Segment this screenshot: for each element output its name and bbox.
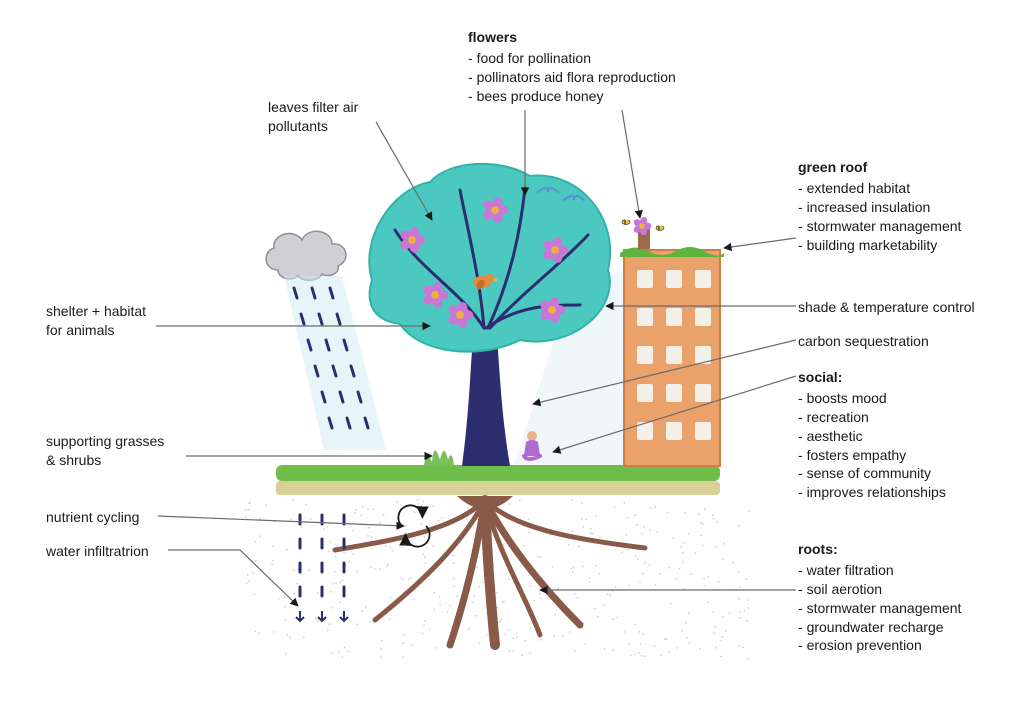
annotation-roots: roots: water filtrationsoil aerotionstorm… (798, 540, 961, 655)
annotation-roots-line: groundwater recharge (798, 618, 961, 637)
annotation-infil: water infiltratrion (46, 542, 149, 561)
annotation-social-title: social: (798, 368, 946, 387)
annotation-social-line: recreation (798, 408, 946, 427)
annotation-flowers-title: flowers (468, 28, 676, 47)
annotation-roots-title: roots: (798, 540, 961, 559)
annotation-leaves: leaves filter airpollutants (268, 98, 358, 136)
annotation-roots-line: erosion prevention (798, 636, 961, 655)
annotation-nutrient: nutrient cycling (46, 508, 139, 527)
annotation-grasses: supporting grasses& shrubs (46, 432, 164, 470)
annotation-nutrient-line: nutrient cycling (46, 508, 139, 527)
annotation-grasses-line: & shrubs (46, 451, 164, 470)
annotation-shelter: shelter + habitatfor animals (46, 302, 146, 340)
annotation-green_roof-title: green roof (798, 158, 961, 177)
annotation-grasses-line: supporting grasses (46, 432, 164, 451)
annotation-roots-line: water filtration (798, 561, 961, 580)
annotation-social-line: aesthetic (798, 427, 946, 446)
annotation-flowers-line: pollinators aid flora reproduction (468, 68, 676, 87)
annotation-social-line: boosts mood (798, 389, 946, 408)
annotation-leaves-line: pollutants (268, 117, 358, 136)
annotation-green_roof-line: stormwater management (798, 217, 961, 236)
annotation-leaves-line: leaves filter air (268, 98, 358, 117)
annotation-social-line: improves relationships (798, 483, 946, 502)
annotation-green_roof-line: building marketability (798, 236, 961, 255)
annotation-shelter-line: shelter + habitat (46, 302, 146, 321)
annotation-green_roof-line: increased insulation (798, 198, 961, 217)
annotation-roots-line: soil aerotion (798, 580, 961, 599)
annotation-roots-line: stormwater management (798, 599, 961, 618)
annotation-shelter-line: for animals (46, 321, 146, 340)
annotation-social-line: fosters empathy (798, 446, 946, 465)
annotation-shade-line: shade & temperature control (798, 298, 975, 317)
annotation-carbon: carbon sequestration (798, 332, 929, 351)
annotation-flowers-line: food for pollination (468, 49, 676, 68)
annotation-flowers: flowers food for pollinationpollinators a… (468, 28, 676, 106)
annotation-green_roof-line: extended habitat (798, 179, 961, 198)
annotation-green_roof: green roof extended habitatincreased insu… (798, 158, 961, 254)
annotation-flowers-line: bees produce honey (468, 87, 676, 106)
annotation-shade: shade & temperature control (798, 298, 975, 317)
annotation-carbon-line: carbon sequestration (798, 332, 929, 351)
annotation-social: social: boosts moodrecreationaestheticfos… (798, 368, 946, 502)
annotation-infil-line: water infiltratrion (46, 542, 149, 561)
annotation-social-line: sense of community (798, 464, 946, 483)
